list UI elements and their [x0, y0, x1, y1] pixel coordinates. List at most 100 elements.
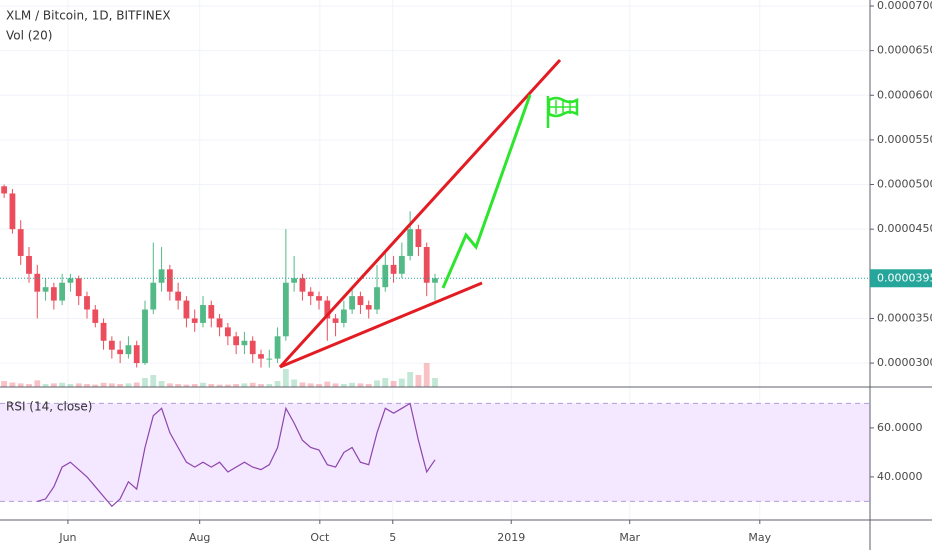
candle-body	[241, 340, 248, 346]
candle-body	[233, 336, 240, 346]
volume-bar	[282, 369, 289, 387]
candle-body	[307, 291, 314, 297]
x-tick-label: Jun	[58, 531, 76, 544]
candle-body	[349, 296, 356, 310]
candle-body	[291, 278, 298, 283]
volume-bar	[274, 381, 281, 387]
volume-bar	[324, 381, 331, 387]
x-tick-label: May	[748, 531, 771, 544]
volume-bar	[75, 383, 82, 387]
volume-bar	[216, 384, 223, 387]
rsi-band-fill	[0, 403, 870, 502]
volume-bar	[133, 382, 140, 387]
candle-body	[166, 269, 173, 292]
volume-bar	[50, 383, 57, 387]
y-tick-label: 0.00006500	[877, 44, 932, 57]
volume-bar	[200, 382, 206, 387]
volume-bar	[390, 381, 397, 387]
candle-body	[92, 309, 99, 323]
x-tick-label: 5	[389, 531, 396, 544]
volume-bar	[340, 384, 347, 387]
trend-line-lower	[279, 281, 483, 369]
candle-body	[9, 193, 16, 230]
candle-body	[332, 318, 339, 323]
volume-bar	[150, 375, 157, 387]
candle-body	[26, 255, 32, 274]
volume-bar	[175, 384, 182, 387]
candle-body	[398, 255, 405, 274]
x-tick-label: Oct	[310, 531, 330, 544]
last-price-label: 0.00003950	[877, 271, 932, 284]
candle-body	[42, 287, 49, 292]
volume-bar	[42, 384, 49, 387]
candle-body	[324, 300, 331, 319]
volume-bar	[158, 381, 165, 387]
candle-body	[191, 318, 198, 323]
rsi-label: RSI (14, close)	[6, 400, 92, 414]
volume-bar	[374, 380, 380, 387]
candle-body	[299, 278, 306, 292]
volume-bar	[183, 384, 190, 387]
volume-bar	[92, 384, 99, 387]
y-tick-label: 0.00006000	[877, 88, 932, 101]
y-tick-label: 0.00005000	[877, 178, 932, 191]
volume-bar	[299, 382, 306, 387]
candle-body	[415, 229, 422, 248]
volume-bar	[241, 383, 248, 387]
candle-body	[365, 305, 372, 310]
candle-body	[50, 287, 57, 301]
volume-bar	[59, 382, 66, 387]
candle-body	[374, 287, 380, 310]
volume-bar	[233, 384, 240, 387]
volume-bar	[382, 378, 389, 387]
volume-bar	[307, 383, 314, 387]
last-price-badge	[870, 269, 932, 288]
volume-bar	[365, 384, 372, 387]
candle-body	[382, 264, 389, 288]
volume-bar	[224, 384, 231, 387]
candle-body	[208, 305, 215, 319]
candle-body	[249, 340, 256, 355]
x-tick-label: 2019	[497, 531, 525, 544]
candle-body	[175, 291, 182, 301]
volume-bar	[142, 378, 148, 387]
candle-body	[258, 354, 264, 359]
flag-icon	[546, 96, 579, 128]
volume-bar	[9, 382, 16, 387]
candle-body	[340, 309, 347, 323]
volume-bar	[316, 384, 322, 387]
candle-body	[84, 296, 90, 310]
volume-bar	[166, 383, 173, 387]
volume-bar	[423, 363, 430, 387]
candle-body	[183, 300, 190, 319]
trend-line-upper	[278, 58, 562, 369]
y-tick-label: 0.00003500	[877, 311, 932, 324]
volume-bar	[332, 383, 339, 387]
candle-body	[100, 322, 107, 341]
volume-bar	[26, 384, 32, 387]
x-tick-label: Aug	[189, 531, 210, 544]
candle-body	[1, 186, 8, 194]
candle-body	[117, 349, 124, 355]
candle-body	[316, 296, 322, 301]
volume-bar	[357, 383, 364, 387]
volume-bar	[415, 375, 422, 387]
volume-bar	[67, 384, 74, 387]
candle-body	[125, 345, 132, 355]
volume-bar	[208, 384, 215, 387]
candle-body	[158, 269, 165, 283]
marks	[0, 184, 870, 508]
candle-body	[200, 305, 206, 323]
volume-bar	[432, 378, 438, 387]
volume-bar	[349, 382, 356, 387]
candle-body	[34, 273, 41, 292]
candle-body	[133, 345, 140, 364]
candle-body	[224, 327, 231, 337]
candle-body	[274, 336, 281, 359]
candle-body	[423, 247, 430, 283]
volume-bar	[34, 380, 41, 387]
volume-bar	[125, 383, 132, 387]
candle-body	[266, 358, 273, 360]
volume-bar	[398, 378, 405, 387]
